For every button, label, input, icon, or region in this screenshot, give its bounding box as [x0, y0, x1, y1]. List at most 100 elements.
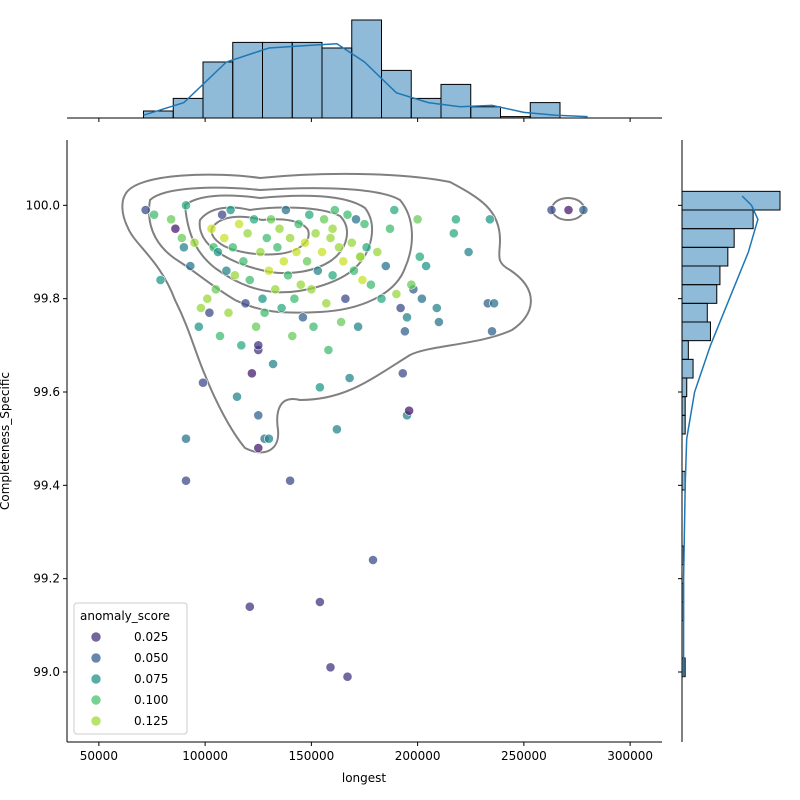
- scatter-point: [280, 205, 291, 215]
- scatter-point: [289, 293, 300, 304]
- y-hist-bar: [681, 377, 688, 398]
- scatter-point: [293, 219, 304, 229]
- scatter-point: [487, 326, 497, 337]
- scatter-point: [206, 223, 217, 234]
- scatter-point: [450, 214, 461, 225]
- scatter-point: [234, 219, 244, 229]
- scatter-point: [181, 433, 191, 444]
- scatter-point: [302, 256, 312, 267]
- legend-entry-label: 0.100: [134, 693, 168, 707]
- kde-contour-outer: [121, 172, 532, 454]
- scatter-point: [259, 307, 270, 318]
- scatter-point: [351, 214, 361, 225]
- scatter-point: [325, 662, 336, 673]
- x-hist-bar: [291, 41, 323, 119]
- scatter-point: [376, 293, 387, 304]
- legend-entry-label: 0.075: [134, 672, 168, 686]
- scatter-point: [270, 284, 281, 295]
- y-tick-label: 99.4: [33, 478, 60, 492]
- y-marginal-kde-line: [682, 195, 759, 677]
- legend-entry-label: 0.025: [134, 630, 168, 644]
- scatter-point: [155, 275, 166, 285]
- x-tick-label: 200000: [395, 749, 441, 763]
- scatter-point: [253, 410, 264, 421]
- scatter-point: [257, 293, 268, 304]
- scatter-point: [404, 405, 414, 416]
- scatter-point: [357, 275, 368, 285]
- scatter-point: [166, 214, 176, 225]
- scatter-point: [563, 205, 574, 215]
- y-hist-bar: [681, 358, 694, 379]
- scatter-point: [385, 223, 395, 234]
- scatter-point: [397, 368, 408, 379]
- scatter-point: [380, 261, 391, 271]
- scatter-point: [546, 205, 557, 215]
- scatter-point: [178, 242, 189, 253]
- scatter-point: [221, 265, 232, 276]
- scatter-point: [395, 303, 406, 313]
- scatter-point: [212, 247, 223, 257]
- legend-entry-label: 0.050: [134, 651, 168, 665]
- scatter-point: [242, 228, 253, 239]
- legend-entry-label: 0.125: [134, 714, 168, 728]
- scatter-point: [253, 340, 264, 351]
- scatter-point: [210, 284, 221, 295]
- y-marginal-histogram: [678, 140, 781, 742]
- scatter-point: [185, 261, 196, 271]
- y-tick-label: 99.0: [33, 665, 60, 679]
- scatter-point: [255, 247, 266, 257]
- y-axis-label: Completeness_Specific: [0, 372, 12, 510]
- scatter-point: [336, 317, 346, 327]
- scatter-point: [338, 256, 349, 267]
- y-hist-bar: [681, 265, 721, 286]
- scatter-point: [176, 233, 187, 243]
- scatter-point: [368, 555, 378, 565]
- x-axis-label: longest: [342, 771, 387, 785]
- x-tick-label: 150000: [288, 749, 334, 763]
- scatter-point: [344, 373, 355, 383]
- scatter-point: [346, 237, 357, 248]
- scatter-point: [170, 223, 181, 234]
- scatter-point: [285, 475, 295, 486]
- scatter-point: [406, 279, 417, 290]
- scatter-point: [274, 223, 285, 234]
- scatter-point: [238, 256, 249, 267]
- scatter-point: [348, 265, 359, 276]
- scatter-point: [304, 209, 315, 220]
- scatter-point: [317, 247, 327, 257]
- y-hist-bar: [681, 340, 689, 360]
- legend-marker: [90, 673, 102, 685]
- legend-marker: [90, 631, 102, 643]
- legend-marker: [90, 694, 102, 706]
- scatter-point: [217, 209, 227, 220]
- scatter-point: [331, 424, 342, 435]
- scatter-point: [232, 391, 242, 402]
- x-marginal-kde-line: [143, 43, 588, 118]
- scatter-point: [448, 228, 459, 239]
- scatter-point: [253, 443, 264, 453]
- x-hist-bar: [262, 41, 293, 119]
- kde-contour-middle: [148, 186, 413, 314]
- scatter-point: [433, 317, 444, 327]
- scatter-point: [240, 298, 251, 309]
- scatter-point: [219, 233, 230, 243]
- scatter-point: [361, 242, 372, 253]
- scatter-point: [215, 331, 225, 341]
- scatter-point: [489, 298, 499, 309]
- scatter-point: [325, 233, 336, 243]
- legend-frame: [73, 602, 188, 735]
- scatter-point: [202, 293, 213, 304]
- scatter-point: [272, 242, 283, 253]
- scatter-point: [314, 382, 325, 393]
- x-tick-label: 100000: [182, 749, 228, 763]
- y-hist-bar: [681, 209, 754, 230]
- scatter-point: [227, 242, 238, 253]
- y-tick-label: 99.6: [33, 385, 60, 399]
- scatter-point: [266, 214, 276, 225]
- scatter-point: [149, 209, 159, 220]
- scatter-point: [181, 200, 191, 211]
- y-tick-label: 99.2: [33, 572, 60, 586]
- scatter-point: [263, 433, 274, 444]
- scatter-point: [402, 312, 412, 323]
- scatter-point: [414, 251, 425, 262]
